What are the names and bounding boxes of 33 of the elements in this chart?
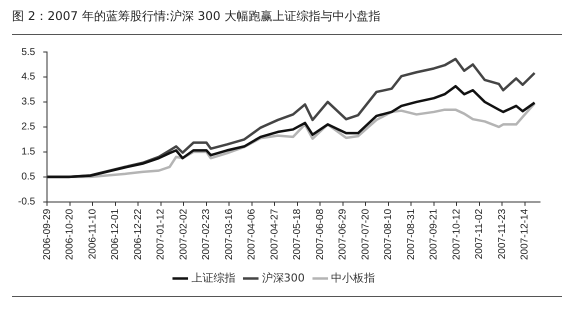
x-tick-label: 2007-11-02 <box>474 208 486 260</box>
y-tick-label: 1.5 <box>21 146 36 158</box>
x-tick-label: 2007-02-23 <box>201 208 212 260</box>
x-tick-label: 2006-10-20 <box>64 208 76 260</box>
legend-label: 中小板指 <box>331 271 376 284</box>
x-tick-label: 2007-06-29 <box>338 208 349 260</box>
x-tick-label: 2007-12-14 <box>520 208 531 260</box>
y-tick-label: 5.5 <box>21 46 36 58</box>
x-tick-label: 2007-03-16 <box>224 208 235 260</box>
x-tick-label: 2007-10-12 <box>451 208 462 260</box>
x-tick-label: 2006-09-29 <box>42 208 53 260</box>
x-tick-label: 2006-11-10 <box>87 208 98 260</box>
x-tick-label: 2007-07-20 <box>360 208 372 260</box>
y-tick-label: 3.5 <box>21 96 36 108</box>
legend-label: 沪深300 <box>262 271 305 284</box>
x-tick-label: 2006-12-22 <box>132 208 144 260</box>
x-tick-label: 2007-04-27 <box>269 208 280 260</box>
legend-label: 上证综指 <box>191 271 236 284</box>
x-tick-label: 2007-09-21 <box>428 208 440 260</box>
y-tick-label: -0.5 <box>18 196 36 208</box>
x-tick-label: 2007-04-06 <box>246 208 258 260</box>
x-tick-label: 2007-06-08 <box>314 208 326 260</box>
y-tick-label: 0.5 <box>21 172 36 183</box>
chart-title: 图 2：2007 年的蓝筹股行情:沪深 300 大幅跑赢上证综指与中小盘指 <box>12 8 380 25</box>
y-tick-label: 4.5 <box>21 72 36 83</box>
x-tick-label: 2007-08-31 <box>406 208 417 260</box>
x-tick-label: 2007-01-12 <box>156 208 167 260</box>
x-tick-label: 2006-12-01 <box>110 208 122 260</box>
x-tick-label: 2007-08-10 <box>383 208 394 260</box>
x-tick-label: 2007-05-18 <box>292 208 304 260</box>
x-tick-label: 2007-11-23 <box>496 208 508 260</box>
y-tick-label: 2.5 <box>21 122 36 133</box>
x-tick-label: 2007-02-02 <box>178 208 190 260</box>
